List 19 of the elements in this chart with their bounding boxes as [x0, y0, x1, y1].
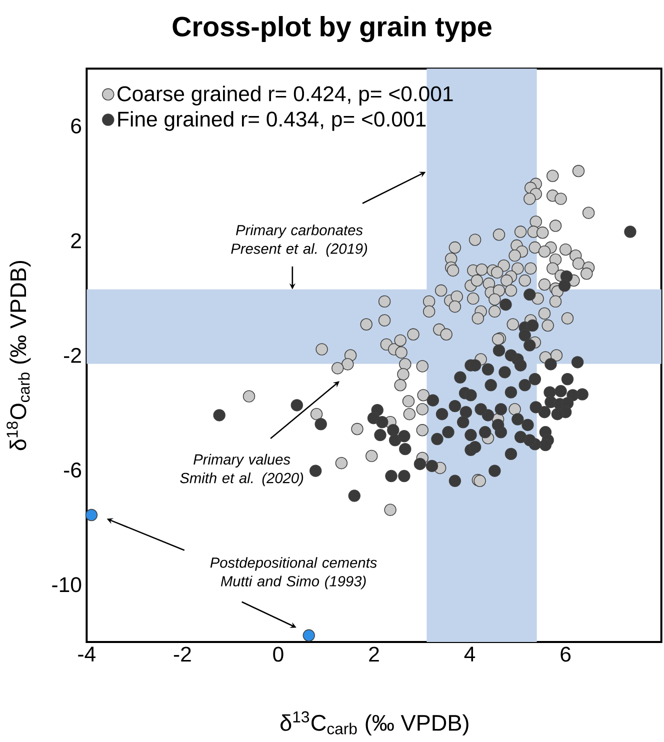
annotation: Primary values Smith et al. (2020): [180, 454, 304, 486]
legend-label: Fine grained r= 0.434, p= <0.001: [118, 111, 426, 131]
x-tick-label: 4: [464, 646, 476, 662]
x-tick-label: 2: [369, 646, 379, 662]
y-tick-label: -2: [64, 348, 81, 363]
y-tick-label: 2: [71, 233, 81, 248]
x-tick-label: -4: [78, 646, 96, 662]
annotation: Postdepositional cements Mutti and Simo (1993): [210, 557, 377, 590]
y-tick-label: -6: [64, 462, 82, 478]
y-tick-label: -10: [52, 577, 82, 592]
x-axis-title: δ$^{13}$C$_{carb}$ (‰ VPDB): [280, 711, 468, 736]
annotation: Primary carbonates Present et al. (2019): [231, 224, 368, 257]
x-tick-label: 6: [560, 646, 571, 662]
y-axis-title: δ$^{18}$O$_{carb}$ (‰ VPDB): [6, 261, 31, 450]
legend-label: Coarse grained r= 0.424, p= <0.001: [118, 86, 453, 106]
chart-title: Cross-plot by grain type: [172, 16, 492, 42]
y-tick-label: 6: [71, 118, 82, 134]
x-tick-label: 0: [273, 646, 284, 662]
x-tick-label: -2: [174, 646, 191, 662]
